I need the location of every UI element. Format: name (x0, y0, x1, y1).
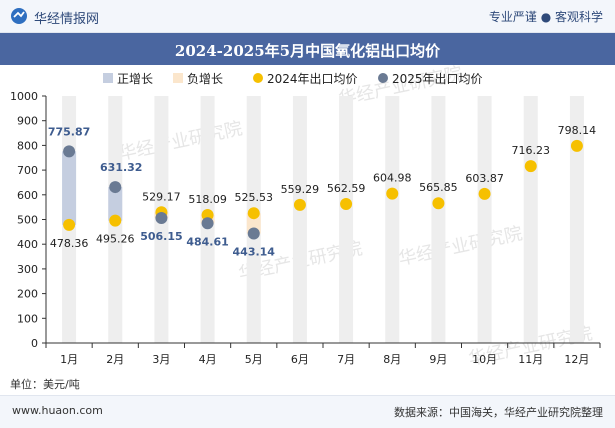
data-source: 数据来源：中国海关，华经产业研究院整理 (394, 406, 603, 419)
header-bar: 华经情报网 专业严谨 ● 客观科学 (0, 0, 615, 33)
legend-label: 正增长 (117, 72, 153, 86)
point-2024 (524, 160, 537, 173)
data-label-2025: 484.61 (186, 235, 228, 248)
data-label-2024: 603.87 (465, 172, 504, 185)
point-2024 (570, 139, 583, 152)
x-tick-label: 3月 (152, 353, 170, 366)
point-2024 (63, 218, 76, 231)
point-2024 (293, 198, 306, 211)
point-2025 (201, 217, 214, 230)
y-tick-label: 800 (17, 139, 38, 152)
y-tick-label: 400 (17, 238, 38, 251)
point-2024 (386, 187, 399, 200)
data-label-2025: 443.14 (233, 246, 276, 259)
y-tick-label: 1000 (10, 90, 38, 103)
data-label-2024: 495.26 (96, 233, 135, 246)
legend-swatch (378, 73, 388, 83)
y-tick-label: 500 (17, 214, 38, 227)
background-column (431, 96, 446, 343)
footer-bar: www.huaon.com 数据来源：中国海关，华经产业研究院整理 (0, 395, 615, 428)
background-column (523, 96, 538, 343)
data-label-2024: 716.23 (512, 144, 551, 157)
background-column (477, 96, 492, 343)
site-url: www.huaon.com (12, 404, 103, 417)
point-2024 (201, 209, 214, 222)
price-chart: 华经产业研究院华经产业研究院华经产业研究院华经产业研究院华经产业研究院01002… (10, 65, 601, 370)
point-2025 (247, 227, 260, 240)
legend-label: 负增长 (187, 72, 223, 86)
data-label-2024: 562.59 (327, 182, 366, 195)
huajing-logo-icon (11, 8, 27, 24)
point-2024 (247, 207, 260, 220)
data-label-2024: 478.36 (50, 237, 89, 250)
point-2024 (109, 214, 122, 227)
unit-label: 单位：美元/吨 (10, 378, 80, 391)
x-tick-label: 4月 (199, 353, 217, 366)
x-tick-label: 2月 (106, 353, 124, 366)
x-tick-label: 9月 (429, 353, 447, 366)
y-tick-label: 600 (17, 189, 38, 202)
data-label-2025: 775.87 (48, 125, 90, 138)
negative-growth-bar (246, 213, 261, 234)
y-tick-label: 100 (17, 312, 38, 325)
legend-label: 2024年出口均价 (267, 72, 358, 86)
tagline: 专业严谨 ● 客观科学 (488, 10, 603, 24)
point-2025 (63, 145, 76, 158)
brand-name: 华经情报网 (34, 12, 100, 27)
point-2024 (432, 197, 445, 210)
y-tick-label: 700 (17, 164, 38, 177)
x-tick-label: 8月 (383, 353, 401, 366)
legend-swatch (173, 73, 183, 83)
y-tick-label: 200 (17, 288, 38, 301)
point-2024 (340, 198, 353, 211)
data-label-2024: 604.98 (373, 172, 412, 185)
x-tick-label: 11月 (518, 353, 543, 366)
x-tick-label: 5月 (245, 353, 263, 366)
legend-swatch (253, 73, 263, 83)
x-tick-label: 1月 (60, 353, 78, 366)
x-tick-label: 7月 (337, 353, 355, 366)
background-column (292, 96, 307, 343)
point-2025 (155, 211, 168, 224)
background-column (339, 96, 354, 343)
data-label-2024: 559.29 (281, 183, 320, 196)
chart-title: 2024-2025年5月中国氧化铝出口均价 (174, 42, 441, 60)
data-label-2025: 631.32 (100, 161, 142, 174)
legend-swatch (103, 73, 113, 83)
background-column (385, 96, 400, 343)
data-label-2024: 565.85 (419, 181, 458, 194)
data-label-2025: 506.15 (140, 230, 182, 243)
y-tick-label: 300 (17, 263, 38, 276)
x-tick-label: 10月 (472, 353, 497, 366)
y-tick-label: 900 (17, 115, 38, 128)
title-bar: 2024-2025年5月中国氧化铝出口均价 (0, 33, 615, 65)
positive-growth-bar (108, 187, 123, 221)
point-2024 (478, 187, 491, 200)
x-tick-label: 6月 (291, 353, 309, 366)
data-label-2024: 798.14 (558, 124, 597, 137)
watermark-text: 华经产业研究院 (117, 118, 245, 165)
data-label-2024: 518.09 (188, 193, 227, 206)
positive-growth-bar (62, 151, 77, 225)
point-2025 (109, 181, 122, 194)
watermark-text: 华经产业研究院 (397, 223, 525, 270)
data-label-2024: 525.53 (235, 191, 274, 204)
legend-label: 2025年出口均价 (392, 72, 483, 86)
data-label-2024: 529.17 (142, 190, 181, 203)
x-tick-label: 12月 (564, 353, 589, 366)
background-column (569, 96, 584, 343)
y-tick-label: 0 (31, 337, 38, 350)
